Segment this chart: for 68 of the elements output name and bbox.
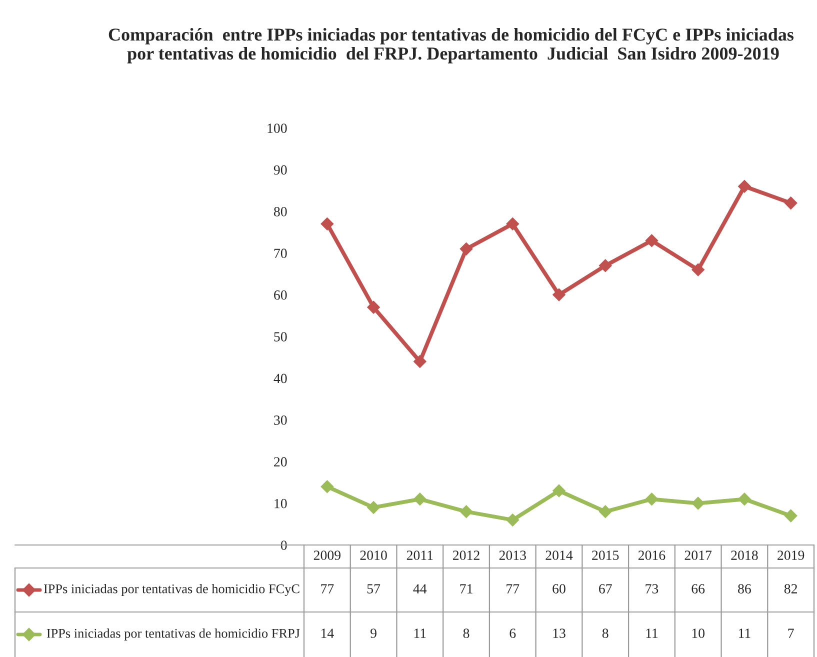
point <box>692 496 705 510</box>
data-label: 82 <box>784 584 797 594</box>
data-label: 11 <box>646 628 658 638</box>
data-label: 10 <box>692 628 705 638</box>
x-tick-label: 2014 <box>546 550 573 560</box>
y-tick-label: 60 <box>274 290 287 300</box>
data-label: 6 <box>510 628 516 638</box>
data-label: 66 <box>692 584 705 594</box>
data-label: 73 <box>646 584 658 594</box>
data-label: 8 <box>602 628 608 638</box>
data-label: 11 <box>738 628 750 638</box>
point <box>367 501 380 514</box>
point <box>784 196 798 210</box>
y-tick-label: 40 <box>274 374 287 384</box>
point <box>506 514 520 526</box>
x-tick-label: 2013 <box>499 550 526 560</box>
legend-label: IPPs iniciadas por tentativas de homicidio FCyC <box>44 584 300 596</box>
x-tick-label: 2009 <box>314 550 340 560</box>
point <box>460 242 473 256</box>
data-label: 7 <box>788 628 794 638</box>
legend-label: IPPs iniciadas por tentativas de homicidio FRPJ <box>46 628 300 640</box>
x-tick-label: 2019 <box>778 550 804 560</box>
point <box>506 217 520 230</box>
x-tick-label: 2012 <box>452 550 480 560</box>
point <box>320 480 334 494</box>
data-label: 71 <box>460 584 472 594</box>
data-label: 14 <box>321 628 334 638</box>
point <box>413 355 426 368</box>
point <box>552 288 566 302</box>
point <box>598 259 612 272</box>
data-label: 60 <box>552 584 566 594</box>
point <box>598 505 612 518</box>
data-label: 9 <box>370 628 376 638</box>
point <box>367 300 380 314</box>
x-tick-label: 2010 <box>360 550 387 560</box>
data-label: 77 <box>506 584 520 594</box>
y-tick-label: 10 <box>274 498 287 508</box>
point <box>692 263 705 276</box>
data-label: 86 <box>738 584 751 594</box>
x-tick-label: 2017 <box>684 550 712 560</box>
data-label: 57 <box>367 584 380 594</box>
point <box>738 180 751 193</box>
point <box>552 484 566 498</box>
y-tick-label: 100 <box>268 124 287 133</box>
point <box>645 492 658 506</box>
x-tick-label: 2011 <box>406 550 433 560</box>
data-label: 44 <box>413 584 427 594</box>
point <box>320 217 334 230</box>
data-label: 11 <box>414 628 426 638</box>
y-tick-label: 20 <box>274 457 287 467</box>
chart-title: Comparación entre IPPs iniciadas por tentativas de homicidio del FCyC e IPPs iniciadas por tentativas de homicidio del FRPJ. Departamento Judicial San Isidro 2009-2019 <box>108 28 794 64</box>
x-tick-label: 2015 <box>592 550 619 560</box>
data-label: 67 <box>599 584 612 594</box>
y-tick-label: 50 <box>274 332 287 342</box>
x-tick-label: 2016 <box>638 550 666 560</box>
point <box>413 492 426 506</box>
x-tick-label: 2018 <box>731 550 758 560</box>
point <box>645 234 658 248</box>
data-label: 77 <box>321 584 334 594</box>
point <box>784 509 798 522</box>
data-label: 13 <box>553 628 566 638</box>
point <box>460 505 473 518</box>
data-label: 8 <box>463 628 470 638</box>
y-tick-label: 80 <box>274 206 287 216</box>
point <box>738 492 751 506</box>
y-tick-label: 90 <box>274 165 287 175</box>
y-tick-label: 70 <box>274 248 287 258</box>
y-tick-label: 30 <box>274 415 287 425</box>
